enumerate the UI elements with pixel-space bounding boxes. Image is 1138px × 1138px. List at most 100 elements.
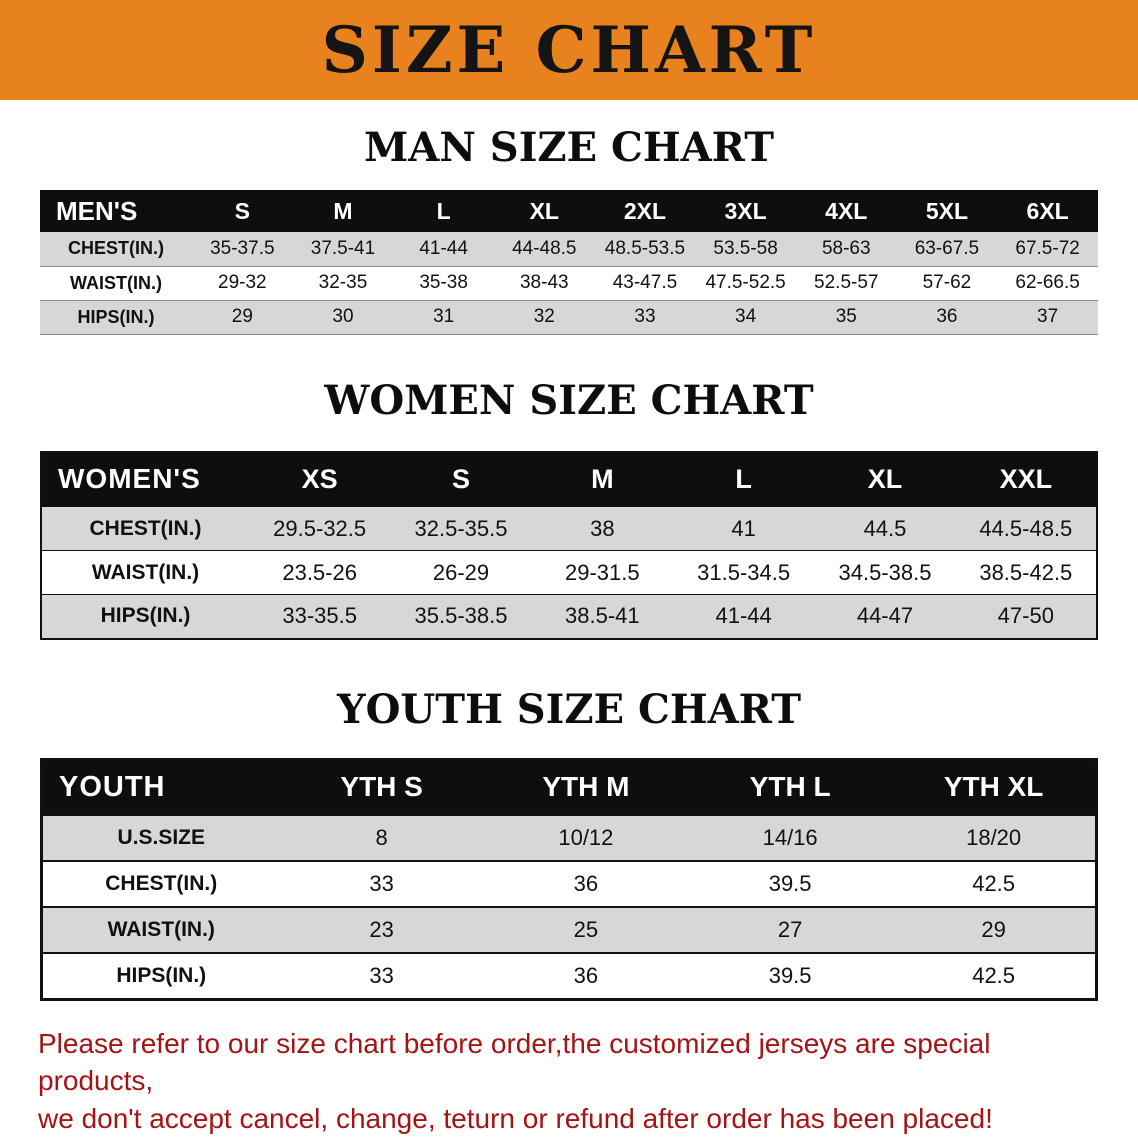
size-value-cell: 42.5 [972, 871, 1016, 896]
size-value-cell: 36 [573, 871, 599, 896]
size-value-cell: 37 [1037, 306, 1059, 327]
size-value-cell: 41 [731, 515, 756, 541]
youth-size-table: YOUTH YTH S YTH M YTH L YTH XL U.S.SIZE 8 10/12… [40, 757, 1098, 1001]
size-value-cell: 44-47 [856, 603, 914, 629]
size-value-cell: 36 [936, 306, 958, 327]
size-column-header: YTH S [279, 759, 484, 815]
table-title-cell: YOUTH [41, 759, 280, 815]
table-row: CHEST(IN.) 35-37.5 37.5-41 41-44 44-48.5 48.5… [40, 232, 1098, 266]
size-column-header: M [292, 190, 394, 232]
row-label-cell: HIPS(IN.) [77, 306, 155, 327]
size-column-header: YTH M [483, 759, 688, 815]
row-label-cell: U.S.SIZE [117, 826, 206, 849]
size-column-header: XS [249, 451, 391, 507]
disclaimer-line-2: we don't accept cancel, change, teturn o… [38, 1103, 993, 1135]
disclaimer-text: Please refer to our size chart before or… [38, 1025, 1100, 1138]
size-value-cell: 57-62 [922, 272, 972, 293]
table-header-row: YOUTH YTH S YTH M YTH L YTH XL [41, 759, 1097, 815]
table-title-cell: MEN'S [40, 190, 192, 232]
size-value-cell: 23 [369, 917, 394, 942]
size-value-cell: 53.5-58 [713, 237, 778, 259]
row-label-cell: CHEST(IN.) [89, 516, 202, 540]
women-size-table: WOMEN'S XS S M L XL XXL CHEST(IN.) 29.5-32.5 32.5… [40, 450, 1098, 640]
size-value-cell: 26-29 [432, 559, 490, 585]
size-value-cell: 8 [375, 825, 388, 850]
size-column-header: XXL [955, 451, 1097, 507]
size-value-cell: 32.5-35.5 [414, 515, 508, 541]
table-row: CHEST(IN.) 33 36 39.5 42.5 [41, 861, 1097, 907]
size-value-cell: 29 [981, 917, 1006, 942]
size-column-header: M [531, 451, 673, 507]
size-value-cell: 29 [231, 306, 253, 327]
size-value-cell: 44.5 [863, 515, 907, 541]
size-value-cell: 32-35 [318, 272, 368, 293]
size-value-cell: 18/20 [966, 825, 1022, 850]
size-value-cell: 33 [634, 306, 656, 327]
size-value-cell: 30 [332, 306, 354, 327]
size-value-cell: 34 [735, 306, 757, 327]
row-label-cell: HIPS(IN.) [100, 604, 191, 628]
table-title-cell: WOMEN'S [41, 451, 249, 507]
size-column-header: S [390, 451, 532, 507]
size-value-cell: 63-67.5 [914, 237, 980, 259]
size-column-header: YTH L [688, 759, 893, 815]
size-value-cell: 33 [369, 871, 394, 896]
disclaimer-line-1: Please refer to our size chart before or… [38, 1027, 991, 1097]
table-row: HIPS(IN.) 29 30 31 32 33 34 35 36 37 [40, 300, 1098, 334]
size-value-cell: 29-31.5 [565, 559, 640, 585]
size-value-cell: 62-66.5 [1015, 272, 1080, 293]
size-value-cell: 44-48.5 [512, 237, 577, 259]
row-label-cell: WAIST(IN.) [91, 560, 200, 584]
banner: SIZE CHART [0, 0, 1138, 100]
size-value-cell: 36 [573, 962, 599, 988]
size-value-cell: 39.5 [768, 962, 812, 988]
size-value-cell: 35 [835, 306, 857, 327]
size-column-header: XL [493, 190, 595, 232]
size-value-cell: 34.5-38.5 [838, 559, 932, 585]
size-value-cell: 42.5 [972, 962, 1016, 988]
section-men: MAN SIZE CHART MEN'S S M L XL 2XL 3XL 4XL 5XL 6XL… [0, 100, 1138, 335]
size-value-cell: 10/12 [558, 825, 614, 850]
page-title: SIZE CHART [321, 12, 817, 88]
size-value-cell: 52.5-57 [814, 272, 879, 293]
size-value-cell: 33 [369, 962, 394, 988]
size-value-cell: 33-35.5 [282, 603, 357, 629]
table-header-row: MEN'S S M L XL 2XL 3XL 4XL 5XL 6XL [40, 190, 1098, 232]
men-section-heading: MAN SIZE CHART [364, 124, 774, 171]
size-column-header: S [192, 190, 293, 232]
size-value-cell: 14/16 [762, 825, 818, 850]
size-value-cell: 29-32 [218, 272, 267, 293]
men-size-table: MEN'S S M L XL 2XL 3XL 4XL 5XL 6XL CHEST(IN.) 35-37… [40, 190, 1098, 335]
table-header-row: WOMEN'S XS S M L XL XXL [41, 451, 1097, 507]
size-column-header: L [393, 190, 494, 232]
size-value-cell: 47.5-52.5 [705, 272, 786, 293]
table-row: HIPS(IN.) 33 36 39.5 42.5 [41, 953, 1097, 999]
table-row: HIPS(IN.) 33-35.5 35.5-38.5 38.5-41 41-44 44-… [41, 594, 1097, 639]
section-youth: YOUTH SIZE CHART YOUTH YTH S YTH M YTH L YTH… [0, 640, 1138, 1001]
size-column-header: XL [814, 451, 956, 507]
table-row: CHEST(IN.) 29.5-32.5 32.5-35.5 38 41 44.5 44.5… [41, 506, 1097, 551]
size-value-cell: 58-63 [821, 237, 871, 259]
size-column-header: 6XL [997, 190, 1098, 232]
size-value-cell: 37.5-41 [310, 237, 376, 259]
size-value-cell: 39.5 [768, 871, 812, 896]
row-label-cell: CHEST(IN.) [68, 238, 164, 259]
size-value-cell: 31.5-34.5 [697, 559, 791, 585]
size-column-header: YTH XL [892, 759, 1097, 815]
size-value-cell: 35-38 [419, 272, 468, 293]
size-value-cell: 27 [777, 917, 803, 942]
size-value-cell: 35.5-38.5 [414, 603, 508, 629]
row-label-cell: WAIST(IN.) [70, 272, 162, 293]
section-women: WOMEN SIZE CHART WOMEN'S XS S M L XL XXL CHEST(… [0, 335, 1138, 640]
table-row: WAIST(IN.) 23.5-26 26-29 29-31.5 31.5-34.5 34… [41, 550, 1097, 595]
size-value-cell: 25 [573, 917, 599, 942]
size-value-cell: 32 [533, 306, 555, 327]
size-value-cell: 44.5-48.5 [979, 515, 1073, 541]
size-value-cell: 38 [590, 515, 615, 541]
size-value-cell: 38.5-41 [565, 603, 640, 629]
table-row: WAIST(IN.) 29-32 32-35 35-38 38-43 43-47.5 47.… [40, 266, 1098, 300]
row-label-cell: WAIST(IN.) [107, 918, 215, 941]
size-column-header: L [672, 451, 815, 507]
size-column-header: 4XL [795, 190, 897, 232]
